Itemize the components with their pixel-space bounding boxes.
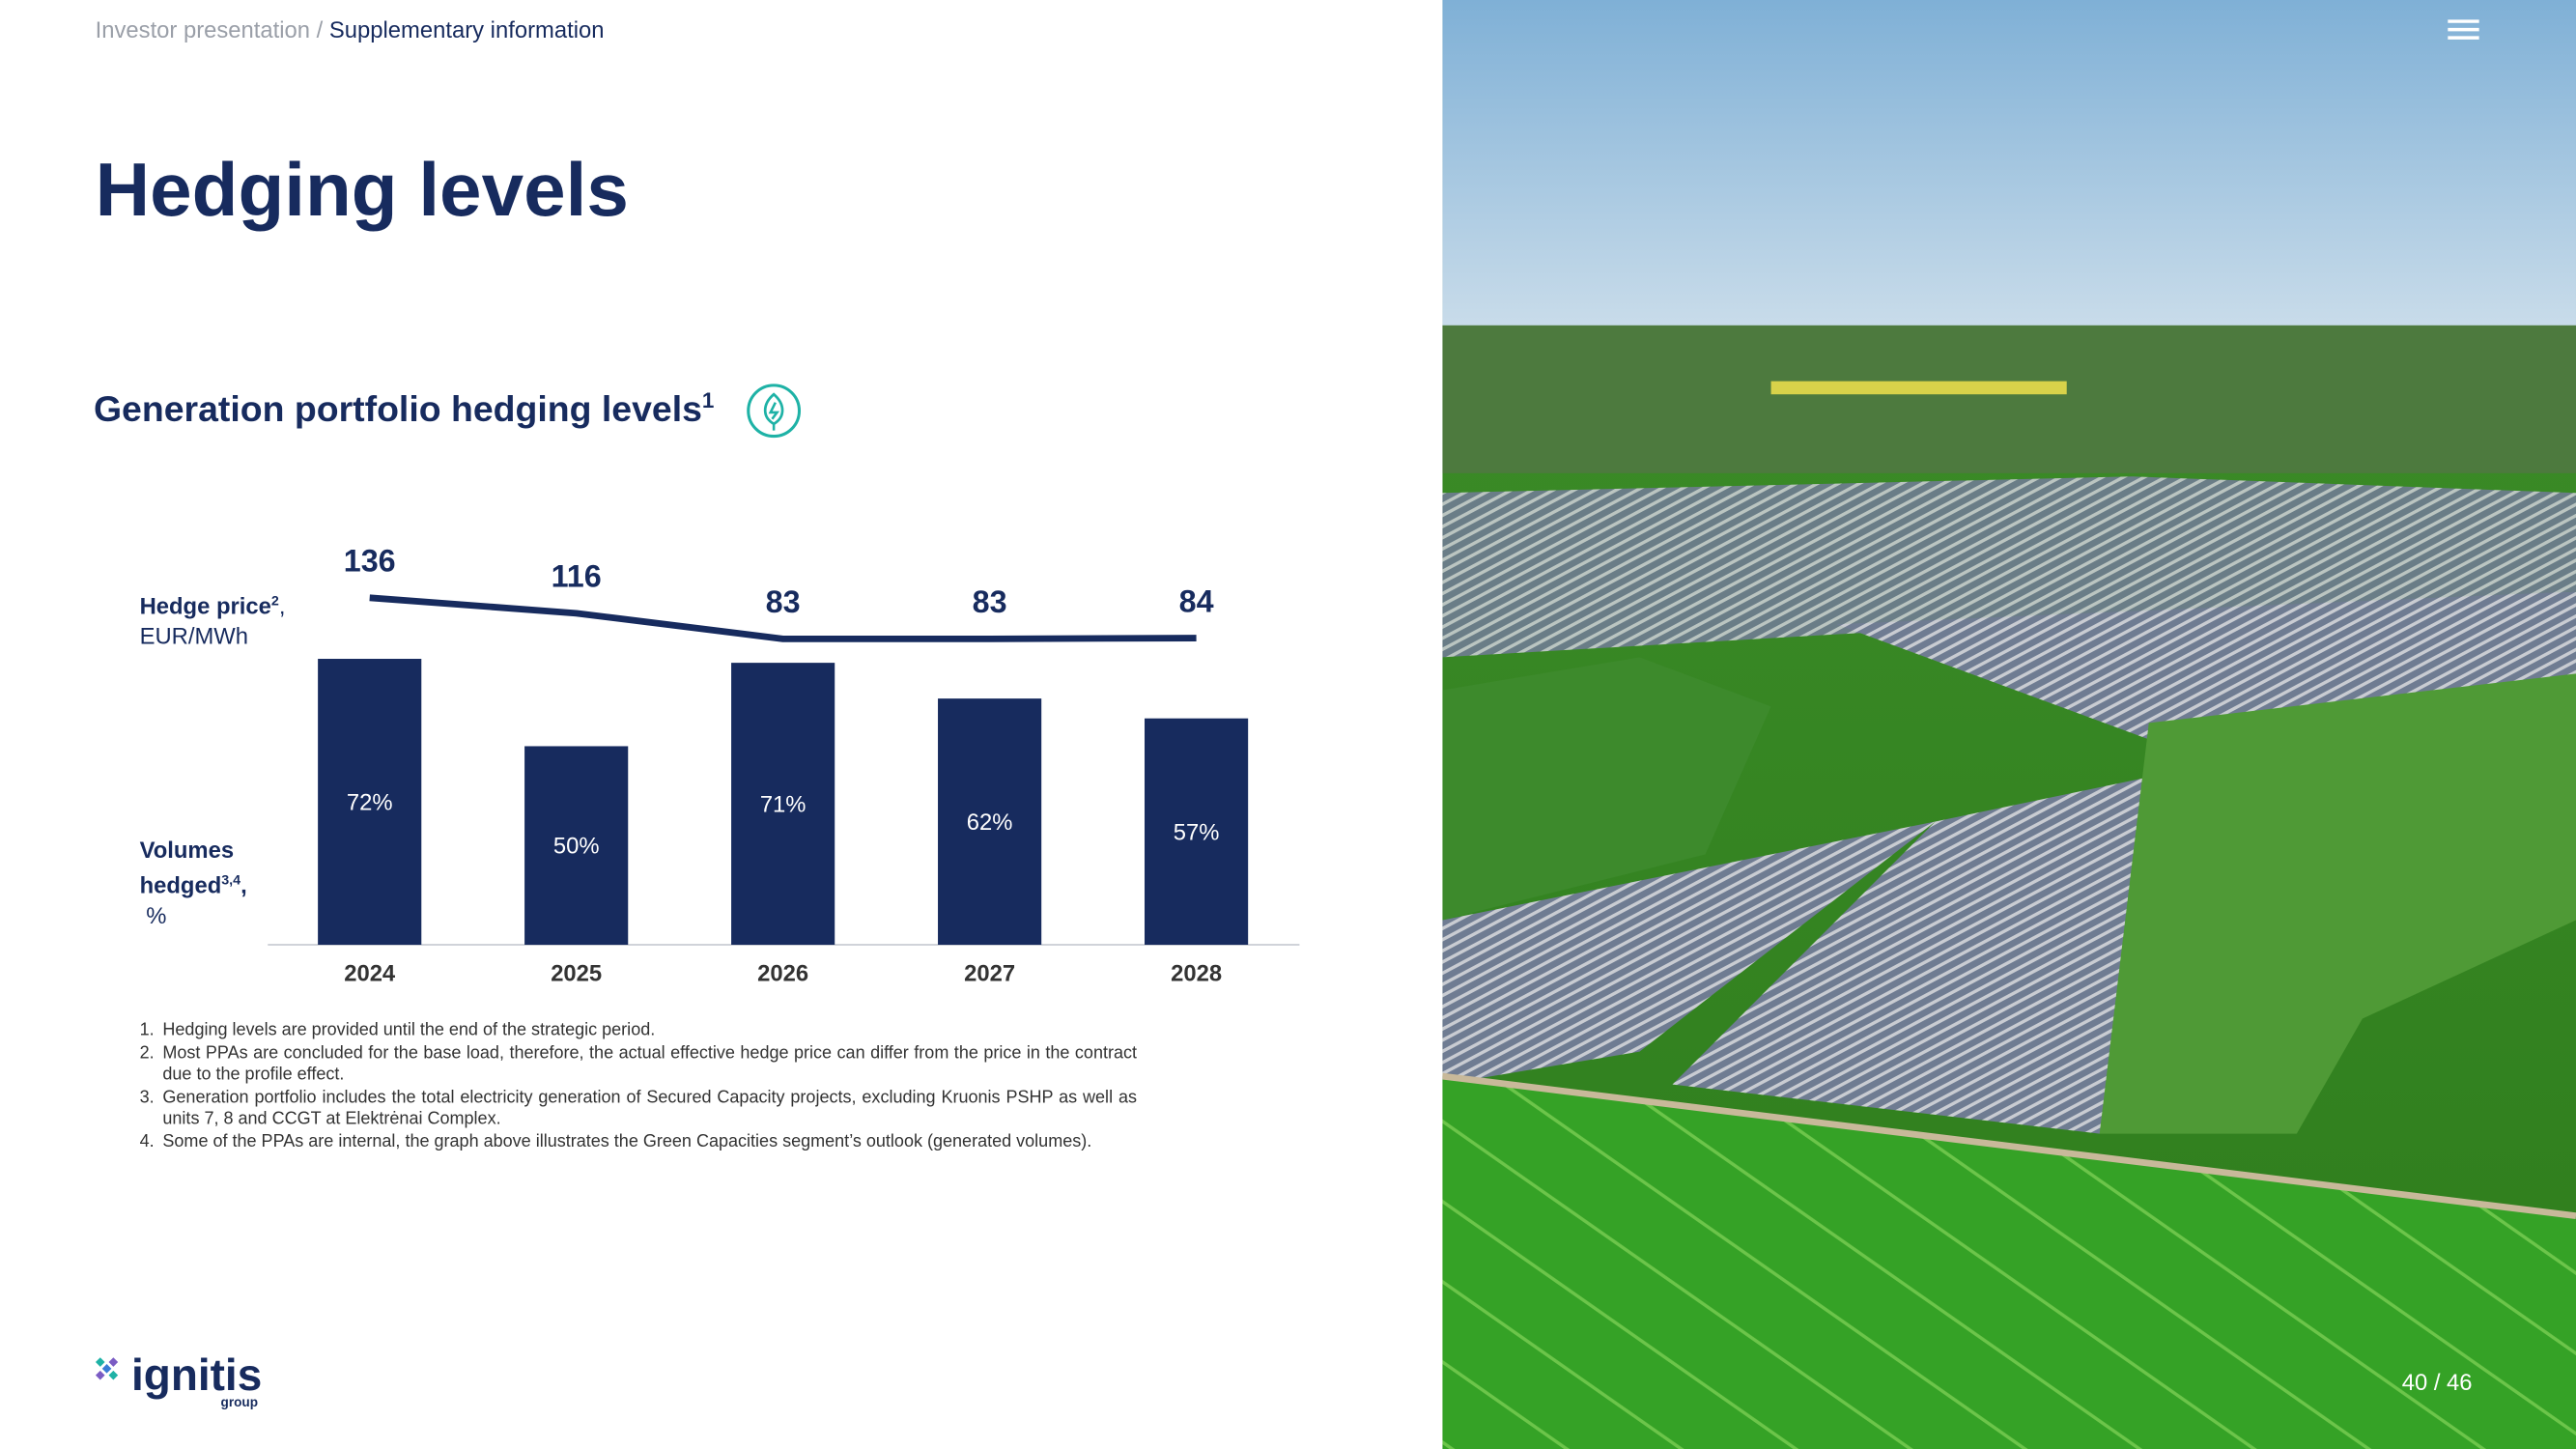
bar-label: 50% (553, 834, 600, 860)
bar (1145, 718, 1249, 946)
series-name: Volumes hedged (139, 836, 235, 898)
line-label: 84 (1179, 583, 1214, 618)
footnote-text: Generation portfolio includes the total … (162, 1087, 1138, 1129)
section-text: Generation portfolio hedging levels (93, 387, 702, 430)
footnote-marker: 2. (139, 1042, 155, 1063)
footnote: 3. Generation portfolio includes the tota… (140, 1087, 1137, 1131)
page-total: 46 (2447, 1368, 2473, 1396)
series-tail: , (278, 592, 286, 619)
bar (318, 659, 422, 946)
series-unit: EUR/MWh (139, 622, 249, 649)
line (369, 594, 1197, 642)
section-title: Generation portfolio hedging levels1 (94, 387, 714, 431)
breadcrumb-current: Supplementary information (328, 16, 605, 43)
bar-label: 72% (347, 790, 393, 816)
footnote: 2. Most PPAs are concluded for the base l… (140, 1042, 1137, 1087)
logo[interactable]: ignitis group (95, 1348, 276, 1413)
bar (524, 746, 629, 946)
bar-label: 57% (1174, 819, 1220, 845)
line-label: 83 (766, 584, 801, 619)
slide-title: Hedging levels (95, 146, 629, 232)
photo (1442, 0, 2576, 1449)
series-sup: 3,4 (221, 870, 241, 888)
footnotes: 1. Hedging levels are provided until the … (140, 1020, 1137, 1153)
page-separator: / (2433, 1368, 2441, 1396)
breadcrumb-parent[interactable]: Investor presentation (95, 16, 311, 43)
bar-series-label: Volumes hedged3,4, % (140, 835, 271, 929)
logo-name: ignitis (131, 1350, 262, 1400)
footnote-text: Most PPAs are concluded for the base loa… (162, 1042, 1138, 1085)
x-tick-label: 2026 (757, 960, 808, 986)
footnote-text: Some of the PPAs are internal, the graph… (162, 1131, 1092, 1151)
bar-label: 71% (760, 792, 807, 818)
footnote: 1. Hedging levels are provided until the … (140, 1020, 1137, 1042)
series-tail: , (241, 871, 247, 898)
chart: 2024 2025 2026 2027 2028 72% 50% 71% 62% 57% 136 11… (268, 544, 1300, 986)
page-current: 40 (2401, 1368, 2428, 1396)
menu-icon[interactable] (2448, 19, 2479, 40)
leaf-icon (747, 384, 802, 439)
footnote: 4. Some of the PPAs are internal, the gra… (140, 1131, 1137, 1153)
breadcrumb: Investor presentation / Supplementary in… (96, 16, 605, 43)
footnote-marker: 3. (139, 1087, 155, 1107)
x-tick-label: 2025 (551, 960, 602, 986)
series-sup: 2 (270, 591, 279, 609)
line-label: 136 (344, 544, 396, 579)
line-series-label: Hedge price2, EUR/MWh (140, 585, 286, 650)
series-unit: % (146, 901, 167, 928)
footnote-marker: 4. (139, 1131, 155, 1151)
x-tick-label: 2027 (964, 960, 1015, 986)
line-label: 116 (552, 559, 602, 594)
footnote-marker: 1. (139, 1020, 155, 1040)
series-name: Hedge price (139, 592, 271, 619)
section-sup: 1 (701, 387, 715, 412)
logo-sub: group (221, 1395, 259, 1409)
bar (731, 663, 835, 946)
bar (938, 698, 1042, 946)
footnote-text: Hedging levels are provided until the en… (162, 1020, 656, 1040)
x-tick-label: 2028 (1171, 960, 1222, 986)
x-tick-label: 2024 (344, 960, 396, 986)
pagination: 40 / 46 (2402, 1369, 2473, 1395)
breadcrumb-separator: / (316, 16, 324, 43)
line-label: 83 (973, 584, 1007, 619)
bar-label: 62% (967, 810, 1013, 836)
